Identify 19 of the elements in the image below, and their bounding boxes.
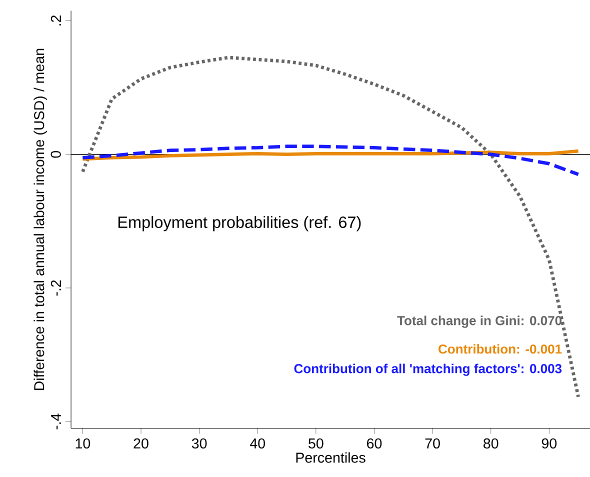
y-tick-label: 0: [50, 150, 61, 158]
x-tick-label: 90: [542, 438, 557, 449]
y-axis-title: Difference in total annual labour income (USD) / mean: [34, 48, 48, 390]
annotation: Contribution of all 'matching factors': 0.003: [294, 364, 562, 376]
x-tick-label: 50: [308, 438, 324, 449]
x-axis-title: Percentiles: [296, 452, 366, 463]
x-tick-label: 20: [134, 438, 148, 449]
x-tick-label: 10: [76, 438, 90, 449]
x-tick-label: 60: [367, 438, 382, 449]
x-tick-label: 30: [192, 438, 207, 449]
y-tick-label: -.2: [50, 280, 61, 296]
annotation: Employment probabilities (ref. 67): [118, 216, 361, 232]
x-tick-label: 70: [425, 438, 440, 449]
y-tick-label: .2: [50, 15, 61, 26]
annotation: Total change in Gini: 0.070: [397, 316, 562, 328]
x-tick-label: 80: [484, 438, 498, 449]
annotation: Contribution: -0.001: [438, 344, 562, 354]
y-tick-label: -.4: [51, 414, 61, 430]
x-tick-label: 40: [250, 438, 266, 449]
